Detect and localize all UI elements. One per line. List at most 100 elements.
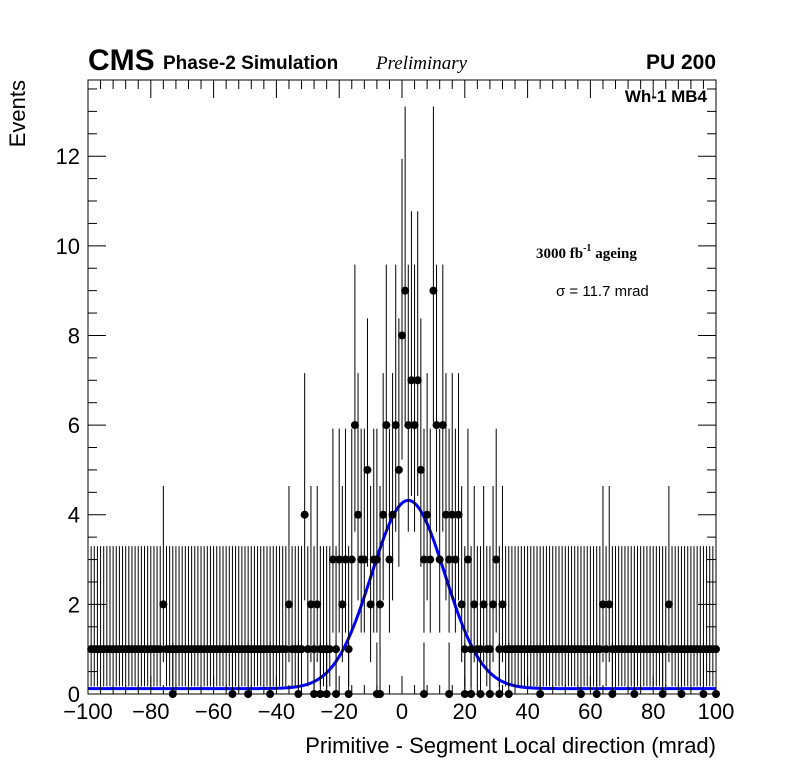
ageing-prefix: 3000 fb (536, 246, 583, 262)
x-tick-label: 80 (641, 699, 665, 724)
data-point (388, 510, 397, 519)
data-point (385, 555, 394, 564)
data-point (398, 331, 406, 340)
data-point (335, 555, 344, 564)
data-point (460, 645, 469, 654)
data-point (407, 376, 416, 385)
data-point (394, 465, 403, 474)
data-point (432, 421, 441, 430)
x-tick-labels: −100 −80 −60 −40 −20 0 20 40 60 80 100 (63, 699, 734, 724)
data-point (661, 645, 670, 654)
data-point (467, 645, 476, 654)
x-tick-label: 20 (453, 699, 477, 724)
y-tick-label: 2 (68, 592, 80, 617)
data-point (438, 421, 447, 430)
data-point (416, 465, 425, 474)
data-point (419, 555, 428, 564)
data-point (303, 645, 312, 654)
x-tick-label: 100 (698, 699, 735, 724)
data-point (498, 600, 507, 609)
y-tick-label: 8 (68, 323, 80, 348)
data-point (328, 555, 337, 564)
y-tick-label: 6 (68, 413, 80, 438)
data-point (451, 555, 460, 564)
station-label: Wh-1 MB4 (625, 87, 708, 106)
data-point (435, 555, 444, 564)
data-point (495, 645, 504, 654)
data-point (338, 600, 347, 609)
data-point (310, 645, 319, 654)
fit-curve-layer (88, 498, 716, 691)
x-tick-label: −20 (321, 699, 358, 724)
axis-ticks-layer (87, 80, 717, 695)
data-point (376, 600, 385, 609)
data-point (413, 376, 422, 385)
y-tick-label: 10 (56, 234, 80, 259)
x-tick-label: −80 (132, 699, 169, 724)
data-point (372, 555, 381, 564)
data-point (605, 600, 614, 609)
data-point (463, 555, 472, 564)
data-point (156, 645, 165, 654)
data-point (332, 645, 341, 654)
y-tick-label: 12 (56, 144, 80, 169)
y-tick-labels: 0 2 4 6 8 10 12 (56, 144, 80, 707)
data-point (297, 645, 306, 654)
data-point (492, 555, 501, 564)
data-points-layer (87, 286, 720, 698)
data-point (404, 421, 413, 430)
data-point (341, 555, 350, 564)
data-point (429, 286, 438, 295)
ageing-exponent: -1 (583, 243, 591, 254)
data-point (366, 600, 375, 609)
data-point (457, 600, 466, 609)
pileup-label: PU 200 (646, 51, 716, 74)
data-point (300, 510, 309, 519)
data-point (476, 645, 485, 654)
data-point (485, 645, 494, 654)
data-point (470, 600, 479, 609)
data-point (598, 600, 607, 609)
data-point (284, 600, 293, 609)
y-tick-label: 4 (68, 503, 80, 528)
sigma-label: σ = 11.7 mrad (556, 283, 649, 300)
data-point (410, 421, 419, 430)
phase2-simulation-label: Phase-2 Simulation (163, 53, 338, 74)
data-point (391, 421, 400, 430)
preliminary-label: Preliminary (375, 53, 468, 74)
error-bars-layer (89, 106, 718, 695)
data-point (445, 555, 454, 564)
ageing-suffix: ageing (591, 246, 637, 262)
data-point (602, 645, 611, 654)
data-point (489, 600, 498, 609)
x-tick-label: 40 (515, 699, 539, 724)
data-point (354, 510, 363, 519)
y-tick-label: 0 (68, 682, 80, 707)
x-axis-title: Primitive - Segment Local direction (mra… (305, 733, 716, 758)
data-point (441, 510, 450, 519)
data-point (426, 555, 435, 564)
data-point (159, 600, 168, 609)
data-point (360, 555, 369, 564)
data-point (306, 600, 315, 609)
data-point (363, 465, 372, 474)
x-tick-label: −60 (195, 699, 232, 724)
data-point (479, 600, 488, 609)
data-point (281, 645, 290, 654)
cms-label: CMS (88, 44, 155, 77)
data-point (595, 645, 604, 654)
x-tick-label: −100 (63, 699, 113, 724)
data-point (325, 645, 334, 654)
data-point (664, 600, 673, 609)
data-point (350, 421, 359, 430)
data-point (454, 510, 463, 519)
y-axis-title: Events (5, 80, 30, 147)
data-point (313, 600, 322, 609)
data-point (344, 645, 353, 654)
data-point (382, 421, 391, 430)
data-point (401, 286, 410, 295)
x-tick-label: 60 (578, 699, 602, 724)
data-point (347, 555, 356, 564)
